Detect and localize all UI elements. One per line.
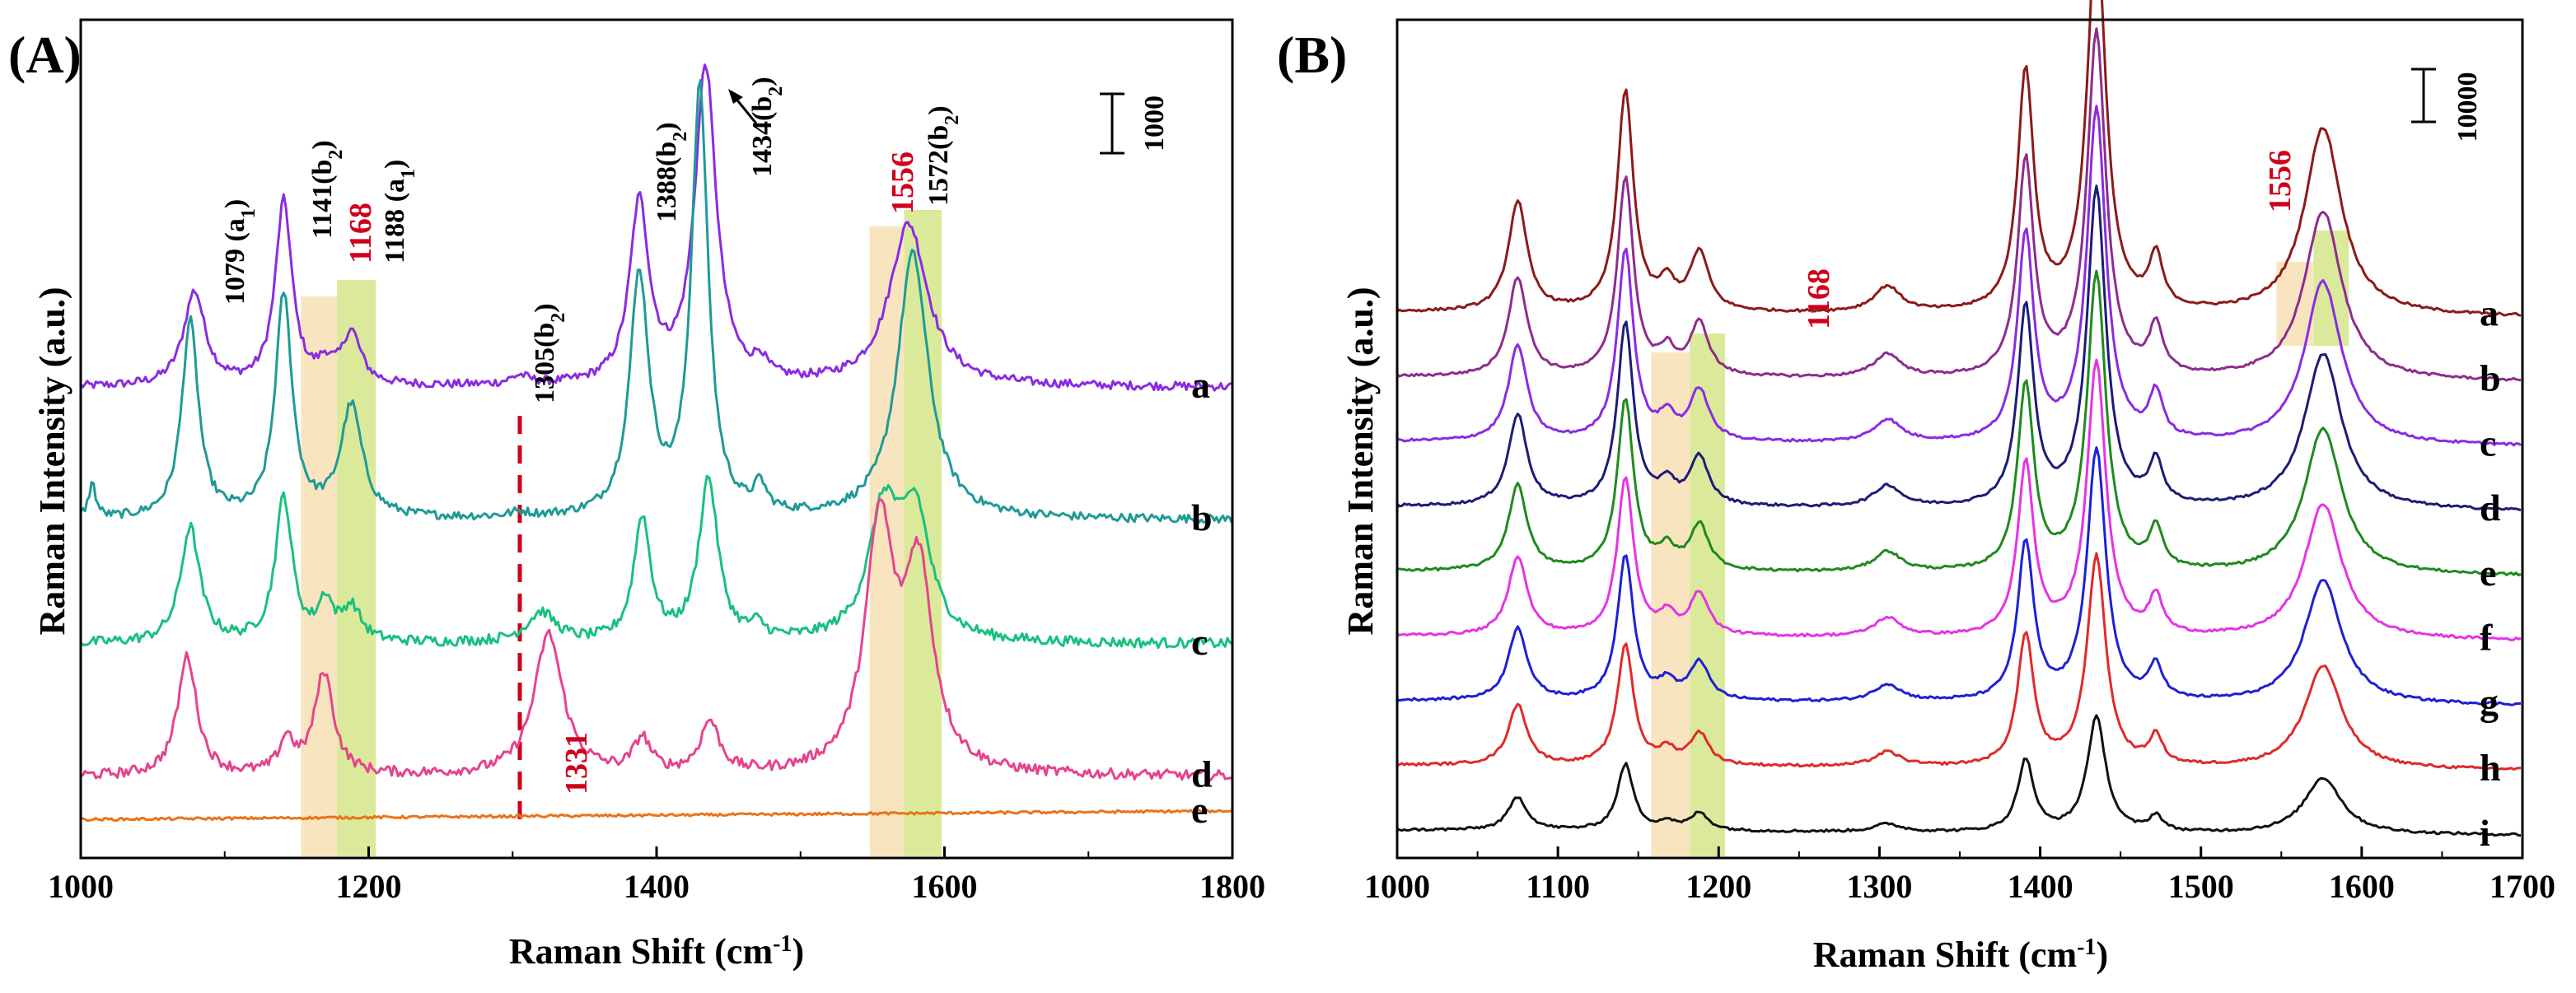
- panel-a-scale-bar-label: 1000: [1139, 96, 1170, 152]
- panel-b-trace-label-i: i: [2480, 812, 2490, 854]
- panel-a-tick-label-1200: 1200: [336, 868, 402, 905]
- peak-label-1168: 1168: [344, 203, 378, 263]
- peak-label-1388: 1388(b2): [652, 122, 691, 222]
- panel-a-label: (A): [8, 26, 82, 84]
- panel-a-highlight-bands: [301, 210, 942, 856]
- panel-a-tick-label-1800: 1800: [1199, 868, 1265, 905]
- panel-b-trace-label-a: a: [2480, 292, 2499, 334]
- panel-b-trace-label-c: c: [2480, 422, 2496, 464]
- panel-b-trace-label-f: f: [2480, 617, 2493, 659]
- panel-b-series-g: [1396, 446, 2522, 706]
- panel-a-tick-label-1600: 1600: [912, 868, 978, 905]
- peak-label-1141: 1141(b2): [307, 140, 347, 239]
- panel-a-scale-bar: 1000: [1100, 92, 1170, 155]
- panel-a-tick-label-1400: 1400: [624, 868, 690, 905]
- panel-b-series-b: [1396, 27, 2522, 382]
- panel-b-tick-label-1500: 1500: [2168, 868, 2234, 905]
- panel-b-series-f: [1396, 358, 2522, 641]
- panel-b-label: (B): [1277, 26, 1347, 84]
- peak-label-b-1168: 1168: [1802, 268, 1836, 329]
- panel-b-trace-label-d: d: [2480, 487, 2501, 529]
- panel-a-trace-label-d: d: [1191, 753, 1213, 795]
- panel-b-scale-bar: 10000: [2411, 68, 2483, 142]
- panel-a-band-1: [337, 280, 376, 856]
- panel-a-band-2: [869, 226, 905, 856]
- arrow-1434-head: [728, 89, 743, 104]
- panel-a-series-e: [80, 809, 1232, 823]
- peak-label-1331: 1331: [559, 732, 594, 795]
- panel-a-y-axis-title: Raman Intensity (a.u.): [32, 287, 72, 636]
- panel-a-x-axis: 1000 1200 1400 1600 1800: [48, 846, 1265, 905]
- panel-b-tick-label-1200: 1200: [1685, 868, 1751, 905]
- panel-a-series-a: [79, 63, 1232, 392]
- panel-b-series-d: [1396, 184, 2522, 512]
- panel-a-series-c: [79, 474, 1233, 650]
- panel-a-series-d: [80, 497, 1232, 782]
- arrow-1434: [733, 96, 758, 124]
- peak-label-1305: 1305(b2): [530, 303, 569, 403]
- panel-b-trace-label-b: b: [2480, 357, 2501, 399]
- panel-b-series-i: [1396, 714, 2522, 837]
- panel-b-x-axis-title: Raman Shift (cm-1): [1813, 935, 2108, 976]
- panel-a-trace-label-a: a: [1191, 364, 1210, 406]
- panel-b-series-h: [1396, 552, 2522, 771]
- panel-b-tick-label-1700: 1700: [2490, 868, 2555, 905]
- peak-label-1188: 1188 (a1): [380, 160, 419, 263]
- panel-a-trace-label-c: c: [1191, 621, 1208, 663]
- panel-b-tick-label-1100: 1100: [1526, 868, 1590, 905]
- panel-a-peak-labels: 1079 (a1) 1141(b2) 1168 1188 (a1) 1305(b…: [220, 77, 963, 795]
- panel-b-tick-label-1300: 1300: [1846, 868, 1912, 905]
- panel-b-tick-label-1000: 1000: [1364, 868, 1430, 905]
- panel-a-trace-labels: a b c de: [1191, 364, 1213, 831]
- panel-a-tick-label-1000: 1000: [48, 868, 114, 905]
- panel-b-spectra: [1396, 0, 2522, 837]
- panel-a: (A) 1000 1200 1400 1600 1800 Raman Shift (cm…: [8, 18, 1265, 972]
- panel-b-scale-bar-label: 10000: [2452, 72, 2483, 142]
- panel-b-trace-label-h: h: [2480, 747, 2501, 789]
- panel-b: (B) 1000 1100 1200 1300 1400 1500 1600 1700 Ram…: [1277, 0, 2555, 975]
- panel-b-x-axis: 1000 1100 1200 1300 1400 1500 1600 1700: [1364, 846, 2555, 905]
- peak-label-b-1556: 1556: [2263, 150, 2298, 212]
- panel-b-y-axis-title: Raman Intensity (a.u.): [1340, 287, 1381, 636]
- panel-b-series-c: [1396, 105, 2522, 447]
- panel-b-peak-labels: 1168 1556: [1802, 150, 2298, 329]
- panel-a-series-b: [79, 79, 1233, 524]
- peak-label-1572: 1572(b2): [923, 105, 963, 206]
- peak-label-1079: 1079 (a1): [220, 199, 259, 305]
- peak-label-1556: 1556: [886, 152, 920, 214]
- panel-b-tick-label-1400: 1400: [2008, 868, 2073, 905]
- panel-b-series-a: [1396, 0, 2522, 317]
- panel-a-spectra: [79, 63, 1233, 823]
- peak-label-1434: 1434(b2): [747, 77, 787, 177]
- panel-a-trace-label-b: b: [1191, 496, 1213, 538]
- panel-a-x-axis-title: Raman Shift (cm-1): [509, 931, 804, 972]
- panel-b-series-e: [1397, 269, 2522, 576]
- panel-b-trace-label-e: e: [2480, 552, 2496, 594]
- panel-a-band-0: [301, 296, 338, 856]
- panel-b-band-0: [1651, 352, 1690, 856]
- panel-b-trace-label-g: g: [2480, 682, 2499, 724]
- panel-a-trace-label-e: e: [1191, 789, 1208, 831]
- panel-b-tick-label-1600: 1600: [2329, 868, 2395, 905]
